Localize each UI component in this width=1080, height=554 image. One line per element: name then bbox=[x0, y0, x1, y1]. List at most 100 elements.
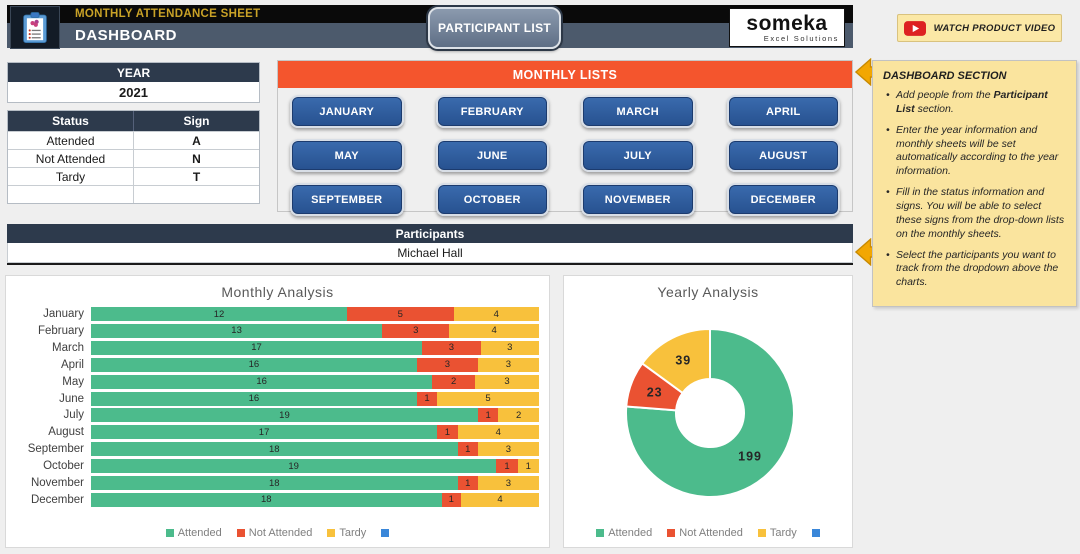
legend-label: Tardy bbox=[339, 527, 367, 539]
month-button-january[interactable]: JANUARY bbox=[290, 95, 404, 128]
bar-segment-not-attended: 2 bbox=[432, 374, 475, 389]
bar-segment-not-attended: 1 bbox=[441, 492, 462, 507]
bar-segment-tardy: 4 bbox=[457, 425, 539, 440]
participants-header: Participants bbox=[7, 224, 853, 243]
bar-track: 13 3 4 bbox=[91, 323, 539, 338]
sign-cell[interactable] bbox=[134, 186, 259, 203]
bar-row-january: January 12 5 4 bbox=[12, 307, 539, 321]
legend-item-not-attended: Not Attended bbox=[236, 527, 313, 539]
month-button-december[interactable]: DECEMBER bbox=[726, 183, 840, 216]
donut-data-label: 199 bbox=[738, 449, 762, 463]
bar-segment-not-attended: 5 bbox=[347, 307, 454, 321]
bar-segment-tardy: 3 bbox=[477, 442, 539, 457]
monthly-lists-panel: MONTHLY LISTS JANUARY FEBRUARY MARCH APRIL M… bbox=[277, 60, 853, 216]
bar-segment-attended: 17 bbox=[91, 425, 438, 440]
someka-logo[interactable]: someka Excel Solutions bbox=[729, 8, 845, 47]
bar-row-march: March 17 3 3 bbox=[12, 340, 539, 355]
bar-segment-tardy: 4 bbox=[453, 307, 539, 321]
note-bullet-text: Add people from the bbox=[896, 89, 994, 101]
donut-chart-title: Yearly Analysis bbox=[657, 284, 759, 300]
bar-segment-attended: 19 bbox=[91, 408, 478, 423]
status-column-header: Status bbox=[8, 111, 134, 131]
bar-segment-not-attended: 1 bbox=[457, 476, 478, 491]
legend-item-blank bbox=[811, 529, 820, 537]
bar-segment-attended: 17 bbox=[91, 340, 423, 355]
donut-data-label: 23 bbox=[647, 385, 663, 399]
bar-chart-legend: Attended Not Attended Tardy bbox=[6, 527, 549, 539]
status-table-row: Tardy T bbox=[8, 167, 259, 185]
legend-label: Attended bbox=[608, 527, 653, 539]
bar-segment-not-attended: 1 bbox=[496, 459, 518, 474]
legend-swatch bbox=[596, 529, 605, 537]
month-button-march[interactable]: MARCH bbox=[581, 95, 695, 128]
bar-category-label: October bbox=[43, 460, 84, 473]
bar-category-label: April bbox=[60, 358, 84, 371]
month-button-august[interactable]: AUGUST bbox=[726, 139, 840, 172]
watch-product-video-button[interactable]: WATCH PRODUCT VIDEO bbox=[897, 14, 1062, 42]
bar-track: 12 5 4 bbox=[91, 307, 539, 321]
sign-cell[interactable]: A bbox=[192, 133, 201, 148]
year-header: YEAR bbox=[8, 63, 259, 82]
bar-segment-not-attended: 3 bbox=[422, 340, 481, 355]
sign-cell[interactable]: T bbox=[192, 169, 201, 184]
participant-list-button[interactable]: PARTICIPANT LIST bbox=[428, 7, 561, 49]
bar-segment-not-attended: 3 bbox=[416, 357, 478, 372]
status-table-row: Not Attended N bbox=[8, 149, 259, 167]
page-title: DASHBOARD bbox=[75, 27, 177, 44]
participant-dropdown[interactable]: Michael Hall bbox=[7, 243, 853, 263]
legend-label: Not Attended bbox=[248, 527, 313, 539]
bar-track: 16 1 5 bbox=[91, 391, 539, 406]
bar-track: 16 3 3 bbox=[91, 357, 539, 372]
bar-segment-attended: 18 bbox=[91, 476, 458, 491]
status-table-rows: Attended A Not Attended N Tardy T bbox=[8, 131, 259, 203]
note-bullet-bold: Participant List bbox=[896, 89, 1048, 115]
note-bullet: Fill in the status information and signs… bbox=[886, 186, 1066, 241]
status-cell[interactable] bbox=[8, 186, 134, 203]
bar-category-label: January bbox=[43, 308, 84, 320]
note-bullet-text: Enter the year information and monthly s… bbox=[896, 123, 1059, 178]
status-table-row bbox=[8, 185, 259, 203]
legend-item-blank bbox=[381, 529, 390, 537]
bar-row-april: April 16 3 3 bbox=[12, 357, 539, 372]
bar-segment-tardy: 2 bbox=[498, 408, 539, 423]
bar-track: 18 1 3 bbox=[91, 442, 539, 457]
status-sign-table: Status Sign Attended A Not Attended N Tardy T bbox=[7, 110, 260, 204]
month-button-september[interactable]: SEPTEMBER bbox=[290, 183, 404, 216]
note-bullet: Add people from the Participant List sec… bbox=[886, 89, 1066, 117]
year-value-cell[interactable]: 2021 bbox=[8, 82, 259, 102]
bar-segment-tardy: 5 bbox=[437, 391, 539, 406]
month-button-june[interactable]: JUNE bbox=[435, 139, 549, 172]
bar-chart-rows: January 12 5 4 February 13 3 4 March 17 3 3 April 16 3… bbox=[12, 307, 539, 507]
bar-row-november: November 18 1 3 bbox=[12, 476, 539, 491]
status-cell[interactable]: Not Attended bbox=[8, 150, 134, 167]
bar-category-label: August bbox=[48, 426, 84, 439]
note-bullet: Select the participants you want to trac… bbox=[886, 248, 1066, 291]
donut-slice-tardy bbox=[640, 327, 711, 395]
month-button-april[interactable]: APRIL bbox=[726, 95, 840, 128]
month-button-november[interactable]: NOVEMBER bbox=[581, 183, 695, 216]
month-button-july[interactable]: JULY bbox=[581, 139, 695, 172]
month-button-may[interactable]: MAY bbox=[290, 139, 404, 172]
month-button-october[interactable]: OCTOBER bbox=[435, 183, 549, 216]
bar-track: 19 1 2 bbox=[91, 408, 539, 423]
bar-category-label: February bbox=[37, 324, 84, 337]
legend-item-not-attended: Not Attended bbox=[667, 527, 743, 539]
year-table: YEAR 2021 bbox=[7, 62, 260, 103]
clipboard-icon bbox=[10, 6, 60, 49]
sign-column-header: Sign bbox=[183, 114, 210, 128]
bar-track: 19 1 1 bbox=[91, 459, 539, 474]
legend-swatch bbox=[757, 529, 766, 537]
bar-segment-tardy: 1 bbox=[517, 459, 539, 474]
bar-segment-attended: 18 bbox=[91, 492, 442, 507]
legend-label: Attended bbox=[177, 527, 222, 539]
month-button-february[interactable]: FEBRUARY bbox=[435, 95, 549, 128]
note-bullet-text: Select the participants you want to trac… bbox=[896, 248, 1059, 289]
legend-label: Tardy bbox=[769, 527, 797, 539]
bar-row-december: December 18 1 4 bbox=[12, 492, 539, 507]
bar-category-label: December bbox=[30, 493, 84, 506]
bar-segment-not-attended: 3 bbox=[382, 323, 450, 338]
dashboard-notes-box: DASHBOARD SECTION Add people from the Pa… bbox=[872, 60, 1077, 308]
status-cell[interactable]: Attended bbox=[8, 132, 134, 149]
status-cell[interactable]: Tardy bbox=[8, 168, 134, 185]
sign-cell[interactable]: N bbox=[192, 151, 201, 166]
